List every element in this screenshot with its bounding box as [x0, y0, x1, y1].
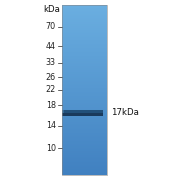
Text: 26: 26	[46, 73, 56, 82]
Text: 33: 33	[46, 58, 56, 68]
Text: 14: 14	[46, 121, 56, 130]
Text: 18: 18	[46, 101, 56, 110]
Text: kDa: kDa	[43, 4, 60, 14]
Text: 44: 44	[46, 42, 56, 51]
Text: 10: 10	[46, 144, 56, 153]
Bar	[62, 5, 107, 175]
Text: 70: 70	[46, 22, 56, 31]
Text: 22: 22	[46, 86, 56, 94]
Text: 17kDa: 17kDa	[111, 108, 139, 117]
